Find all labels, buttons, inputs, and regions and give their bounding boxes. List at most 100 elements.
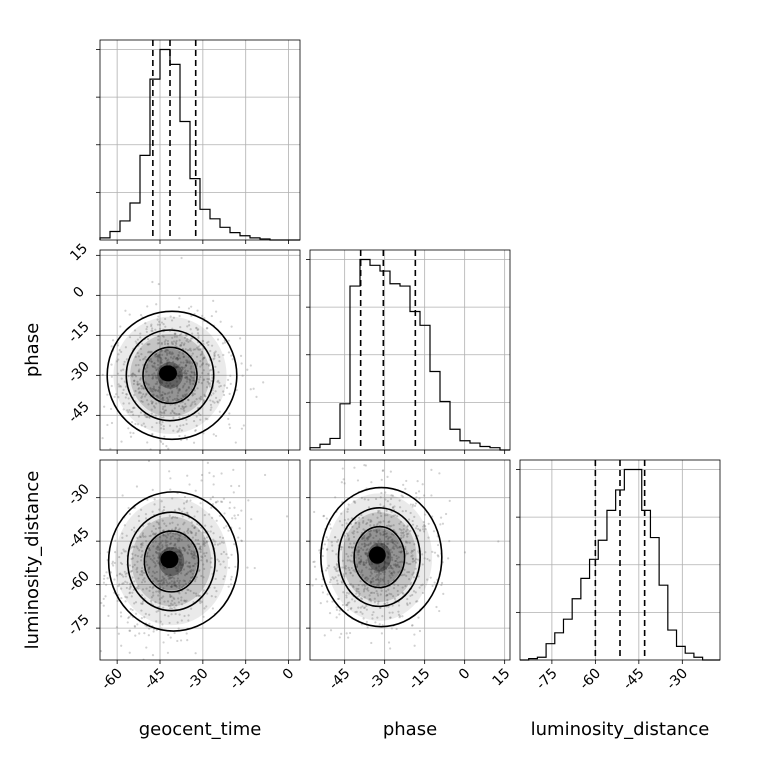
- scatter-point: [246, 368, 249, 371]
- scatter-point: [422, 520, 425, 524]
- scatter-point: [147, 634, 150, 637]
- scatter-point: [230, 354, 233, 357]
- scatter-point: [159, 541, 162, 544]
- scatter-point: [140, 594, 144, 597]
- contour-line: [143, 530, 200, 593]
- scatter-point: [166, 540, 169, 543]
- scatter-point: [184, 369, 187, 372]
- scatter-point: [365, 553, 368, 556]
- scatter-point: [405, 550, 408, 553]
- scatter-point: [186, 325, 189, 328]
- scatter-point: [370, 481, 373, 484]
- scatter-point: [386, 537, 390, 540]
- scatter-point: [379, 593, 382, 596]
- scatter-point: [336, 582, 339, 585]
- scatter-point: [179, 344, 183, 347]
- scatter-point: [363, 534, 366, 537]
- scatter-point: [148, 613, 151, 616]
- scatter-point: [135, 342, 138, 345]
- scatter-point: [421, 583, 424, 586]
- scatter-point: [395, 554, 398, 558]
- scatter-point: [409, 511, 412, 515]
- scatter-point: [179, 554, 182, 557]
- scatter-point: [154, 388, 158, 392]
- scatter-point: [380, 514, 383, 518]
- scatter-point: [198, 547, 201, 550]
- scatter-point: [174, 332, 177, 335]
- scatter-point: [391, 611, 394, 614]
- scatter-point: [402, 536, 405, 539]
- scatter-point: [371, 577, 374, 581]
- scatter-point: [366, 547, 369, 551]
- scatter-point: [126, 621, 129, 624]
- scatter-point: [177, 563, 180, 567]
- scatter-point: [351, 525, 354, 528]
- scatter-point: [190, 314, 193, 317]
- scatter-point: [159, 356, 162, 359]
- scatter-point: [172, 342, 175, 346]
- scatter-point: [124, 385, 128, 388]
- scatter-point: [154, 374, 157, 377]
- scatter-point: [178, 344, 182, 347]
- scatter-point: [364, 464, 368, 467]
- scatter-point: [202, 589, 206, 592]
- scatter-point: [191, 361, 194, 364]
- scatter-point: [210, 566, 213, 569]
- scatter-point: [382, 565, 386, 568]
- scatter-point: [204, 524, 207, 527]
- scatter-point: [336, 570, 339, 573]
- scatter-point: [222, 390, 225, 393]
- scatter-point: [170, 613, 173, 616]
- scatter-point: [367, 530, 370, 533]
- scatter-point: [218, 536, 222, 539]
- scatter-point: [334, 576, 337, 579]
- scatter-point: [158, 542, 161, 546]
- scatter-point: [146, 563, 149, 566]
- scatter-point: [154, 527, 157, 530]
- scatter-point: [142, 387, 145, 390]
- scatter-point: [431, 550, 434, 553]
- scatter-point: [206, 327, 209, 330]
- scatter-point: [177, 353, 180, 357]
- scatter-point: [391, 574, 394, 577]
- scatter-point: [238, 484, 241, 488]
- scatter-point: [158, 548, 161, 552]
- scatter-point: [414, 567, 417, 570]
- scatter-point: [347, 538, 350, 541]
- scatter-point: [155, 402, 158, 405]
- scatter-point: [369, 542, 372, 545]
- scatter-point: [240, 539, 243, 542]
- scatter-point: [159, 620, 162, 623]
- scatter-point: [176, 577, 180, 580]
- scatter-point: [127, 427, 130, 430]
- scatter-point: [384, 561, 387, 564]
- scatter-point: [247, 499, 250, 502]
- scatter-point: [448, 499, 451, 502]
- scatter-point: [369, 600, 373, 603]
- scatter-point: [142, 358, 145, 361]
- scatter-point: [169, 387, 172, 390]
- scatter-point: [159, 552, 162, 555]
- scatter-point: [205, 560, 209, 563]
- scatter-point: [338, 520, 342, 523]
- scatter-point: [183, 342, 186, 345]
- scatter-point: [398, 546, 401, 549]
- scatter-point: [114, 539, 117, 542]
- scatter-point: [181, 386, 185, 389]
- scatter-point: [215, 590, 218, 593]
- scatter-point: [214, 390, 217, 393]
- scatter-point: [435, 605, 438, 609]
- scatter-point: [228, 423, 231, 426]
- scatter-point: [389, 564, 392, 567]
- scatter-point: [176, 358, 179, 361]
- scatter-point: [152, 524, 155, 528]
- scatter-point: [365, 588, 369, 591]
- scatter-point: [182, 361, 185, 364]
- scatter-point: [192, 348, 195, 351]
- scatter-point: [219, 320, 222, 323]
- scatter-point: [178, 377, 181, 380]
- scatter-point: [176, 384, 179, 387]
- scatter-point: [233, 506, 236, 509]
- scatter-point: [176, 365, 179, 369]
- scatter-point: [390, 524, 393, 527]
